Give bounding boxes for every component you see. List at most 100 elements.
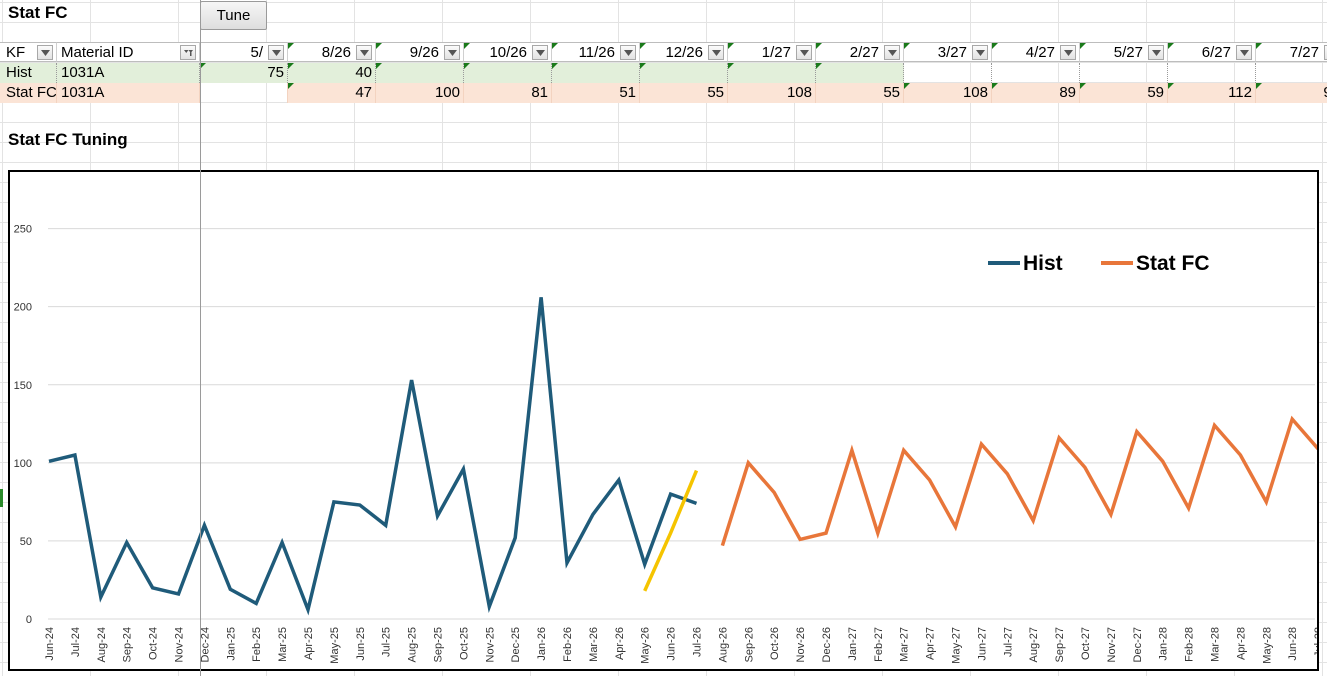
value-cell[interactable]: 100 xyxy=(376,83,464,103)
tune-button[interactable]: Tune xyxy=(200,1,267,30)
x-tick-label: Apr-25 xyxy=(303,627,315,660)
cell-comment-marker xyxy=(816,63,822,69)
x-tick-label: Nov-26 xyxy=(795,627,807,662)
value-cell[interactable]: 89 xyxy=(992,83,1080,103)
value-cell[interactable] xyxy=(1080,63,1168,83)
cell-comment-marker xyxy=(1256,83,1262,89)
x-tick-label: Feb-25 xyxy=(251,627,263,662)
value-cell[interactable] xyxy=(1256,63,1327,83)
legend-label: Stat FC xyxy=(1136,252,1210,275)
x-tick-label: Feb-27 xyxy=(873,627,885,662)
filter-dropdown-icon[interactable] xyxy=(356,45,372,60)
tuning-chart[interactable]: 0 50 100 150 200 250 Jun-24 Jul-24 Aug-24 Sep-24 O… xyxy=(8,170,1319,671)
header-period[interactable]: 2/27 xyxy=(816,42,904,62)
filter-dropdown-icon[interactable] xyxy=(972,45,988,60)
value-cell[interactable] xyxy=(992,63,1080,83)
header-period[interactable]: 12/26 xyxy=(640,42,728,62)
filter-dropdown-icon[interactable] xyxy=(620,45,636,60)
x-tick-label: May-28 xyxy=(1261,627,1273,664)
header-period-label: 10/26 xyxy=(489,44,527,61)
filter-dropdown-icon[interactable] xyxy=(708,45,724,60)
cell-comment-marker xyxy=(904,43,910,49)
value-cell[interactable] xyxy=(1168,63,1256,83)
legend-label: Hist xyxy=(1023,252,1063,275)
header-period[interactable]: 10/26 xyxy=(464,42,552,62)
header-material[interactable]: Material ID xyxy=(57,42,200,62)
row-material-cell[interactable]: 1031A xyxy=(57,63,200,83)
value-cell[interactable]: 112 xyxy=(1168,83,1256,103)
header-period[interactable]: 4/27 xyxy=(992,42,1080,62)
value-cell[interactable]: 55 xyxy=(640,83,728,103)
row-material-cell[interactable]: 1031A xyxy=(57,83,200,103)
x-tick-label: Jun-24 xyxy=(44,627,56,661)
x-tick-label: Apr-28 xyxy=(1235,627,1247,660)
cell-comment-marker xyxy=(1168,43,1174,49)
x-tick-label: Oct-26 xyxy=(769,627,781,660)
value-cell[interactable] xyxy=(376,63,464,83)
value-cell[interactable]: 47 xyxy=(288,83,376,103)
filter-dropdown-icon[interactable] xyxy=(444,45,460,60)
filter-dropdown-icon[interactable] xyxy=(884,45,900,60)
x-tick-label: Apr-27 xyxy=(925,627,937,660)
cell-comment-marker xyxy=(640,43,646,49)
header-period-label: 6/27 xyxy=(1201,44,1231,61)
tune-trend-line xyxy=(643,469,699,592)
header-period[interactable]: 9/26 xyxy=(376,42,464,62)
header-period[interactable]: 5/ xyxy=(200,42,288,62)
x-tick-label: Jan-28 xyxy=(1158,627,1170,661)
row-kf-cell[interactable]: Stat FC xyxy=(0,83,57,103)
x-tick-label: Jun-25 xyxy=(355,627,367,661)
y-tick-label: 0 xyxy=(26,614,32,626)
frozen-pane-divider xyxy=(200,0,201,676)
value-cell[interactable]: 75 xyxy=(200,63,288,83)
header-kf[interactable]: KF xyxy=(0,42,57,62)
value-cell[interactable] xyxy=(200,83,288,103)
value-cell[interactable]: 51 xyxy=(552,83,640,103)
value-cell[interactable]: 93 xyxy=(1256,83,1327,103)
x-tick-label: Sep-26 xyxy=(743,627,755,662)
header-period-label: 4/27 xyxy=(1025,44,1055,61)
x-tick-label: Sep-25 xyxy=(433,627,445,662)
value-cell[interactable] xyxy=(552,63,640,83)
value-cell[interactable]: 55 xyxy=(816,83,904,103)
x-tick-label: Jan-26 xyxy=(536,627,548,661)
filter-dropdown-icon[interactable] xyxy=(1324,45,1327,60)
x-tick-label: May-27 xyxy=(951,627,963,664)
filter-dropdown-icon[interactable] xyxy=(532,45,548,60)
value-cell[interactable] xyxy=(640,63,728,83)
x-tick-label: May-25 xyxy=(329,627,341,664)
row-kf-cell[interactable]: Hist xyxy=(0,63,57,83)
value-cell[interactable]: 40 xyxy=(288,63,376,83)
grid-row-stat-fc: Stat FC 1031A 47 100 81 51 55 108 55 108 89 59 112… xyxy=(0,83,1327,103)
filter-active-icon[interactable] xyxy=(180,45,196,60)
value-cell[interactable] xyxy=(816,63,904,83)
value-cell[interactable] xyxy=(464,63,552,83)
hist-series-line xyxy=(48,297,698,616)
filter-dropdown-icon[interactable] xyxy=(1060,45,1076,60)
filter-dropdown-icon[interactable] xyxy=(268,45,284,60)
filter-dropdown-icon[interactable] xyxy=(1236,45,1252,60)
header-period-label: 8/26 xyxy=(321,44,351,61)
filter-dropdown-icon[interactable] xyxy=(37,45,53,60)
header-period[interactable]: 5/27 xyxy=(1080,42,1168,62)
x-tick-label: Nov-24 xyxy=(174,627,186,662)
filter-dropdown-icon[interactable] xyxy=(1148,45,1164,60)
header-period[interactable]: 3/27 xyxy=(904,42,992,62)
value-cell[interactable]: 108 xyxy=(728,83,816,103)
x-tick-label: Jan-27 xyxy=(847,627,859,661)
filter-dropdown-icon[interactable] xyxy=(796,45,812,60)
value-cell[interactable]: 81 xyxy=(464,83,552,103)
value-cell[interactable]: 108 xyxy=(904,83,992,103)
header-period[interactable]: 8/26 xyxy=(288,42,376,62)
value-cell[interactable]: 59 xyxy=(1080,83,1168,103)
header-period[interactable]: 7/27 xyxy=(1256,42,1327,62)
header-period[interactable]: 11/26 xyxy=(552,42,640,62)
header-period[interactable]: 6/27 xyxy=(1168,42,1256,62)
cell-comment-marker xyxy=(728,63,734,69)
value-cell[interactable] xyxy=(904,63,992,83)
x-tick-label: Oct-24 xyxy=(148,627,160,660)
header-period[interactable]: 1/27 xyxy=(728,42,816,62)
x-tick-label: Aug-26 xyxy=(717,627,729,662)
value-cell[interactable] xyxy=(728,63,816,83)
header-period-label: 12/26 xyxy=(665,44,703,61)
